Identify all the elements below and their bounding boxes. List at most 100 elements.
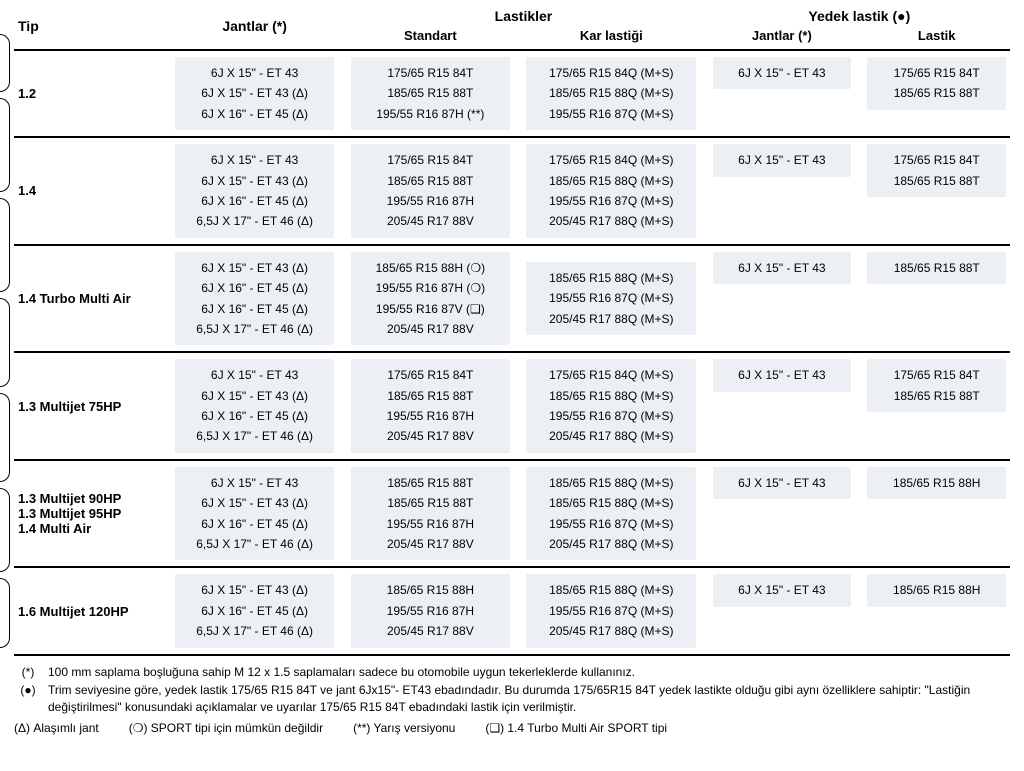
- side-tab: [0, 98, 10, 192]
- value-box: 6J X 15" - ET 43: [713, 574, 851, 606]
- value-box: 6J X 15" - ET 43: [713, 144, 851, 176]
- jant-cell: 6J X 15" - ET 43 6J X 15" - ET 43 (Δ) 6J…: [171, 460, 338, 568]
- yedek-jant-cell: 6J X 15" - ET 43: [709, 50, 855, 137]
- value-box: 185/65 R15 88H: [867, 574, 1006, 606]
- table-row: 1.46J X 15" - ET 43 6J X 15" - ET 43 (Δ)…: [14, 137, 1010, 245]
- tip-cell: 1.3 Multijet 90HP 1.3 Multijet 95HP 1.4 …: [14, 460, 171, 568]
- table-row: 1.4 Turbo Multi Air6J X 15" - ET 43 (Δ) …: [14, 245, 1010, 353]
- sym-bullet: (●): [14, 682, 42, 716]
- side-tab: [0, 298, 10, 387]
- yedek-lastik-cell: 185/65 R15 88H: [863, 567, 1010, 654]
- yedek-lastik-cell: 175/65 R15 84T 185/65 R15 88T: [863, 137, 1010, 245]
- side-tab: [0, 34, 10, 92]
- tip-cell: 1.3 Multijet 75HP: [14, 352, 171, 460]
- value-box: 175/65 R15 84T 185/65 R15 88T 195/55 R16…: [351, 57, 510, 130]
- tip-cell: 1.4 Turbo Multi Air: [14, 245, 171, 353]
- footnotes: (*) 100 mm saplama boşluğuna sahip M 12 …: [14, 664, 1010, 737]
- standart-cell: 185/65 R15 88H (❍) 195/55 R16 87H (❍) 19…: [347, 245, 514, 353]
- value-box: 6J X 15" - ET 43: [713, 467, 851, 499]
- value-box: 185/65 R15 88H: [867, 467, 1006, 499]
- value-box: 6J X 15" - ET 43: [713, 252, 851, 284]
- jant-cell: 6J X 15" - ET 43 6J X 15" - ET 43 (Δ) 6J…: [171, 50, 338, 137]
- page-container: Tip Jantlar (*) Lastikler Yedek lastik (…: [14, 8, 1010, 737]
- table-row: 1.26J X 15" - ET 43 6J X 15" - ET 43 (Δ)…: [14, 50, 1010, 137]
- jant-cell: 6J X 15" - ET 43 6J X 15" - ET 43 (Δ) 6J…: [171, 137, 338, 245]
- tip-cell: 1.2: [14, 50, 171, 137]
- value-box: 175/65 R15 84T 185/65 R15 88T 195/55 R16…: [351, 359, 510, 453]
- tip-cell: 1.4: [14, 137, 171, 245]
- value-box: 185/65 R15 88Q (M+S) 195/55 R16 87Q (M+S…: [526, 262, 696, 335]
- table-row: 1.3 Multijet 75HP6J X 15" - ET 43 6J X 1…: [14, 352, 1010, 460]
- header-jantlar: Jantlar (*): [171, 8, 338, 50]
- header-yedek: Yedek lastik (●): [709, 8, 1010, 26]
- yedek-jant-cell: 6J X 15" - ET 43: [709, 460, 855, 568]
- value-box: 175/65 R15 84Q (M+S) 185/65 R15 88Q (M+S…: [526, 359, 696, 453]
- side-tab: [0, 393, 10, 482]
- value-box: 185/65 R15 88T 185/65 R15 88T 195/55 R16…: [351, 467, 510, 561]
- value-box: 185/65 R15 88Q (M+S) 185/65 R15 88Q (M+S…: [526, 467, 696, 561]
- kar-cell: 175/65 R15 84Q (M+S) 185/65 R15 88Q (M+S…: [522, 352, 700, 460]
- jant-cell: 6J X 15" - ET 43 (Δ) 6J X 16" - ET 45 (Δ…: [171, 567, 338, 654]
- header-kar: Kar lastiği: [522, 26, 700, 50]
- value-box: 185/65 R15 88H (❍) 195/55 R16 87H (❍) 19…: [351, 252, 510, 346]
- header-yjant: Jantlar (*): [709, 26, 855, 50]
- yedek-jant-cell: 6J X 15" - ET 43: [709, 245, 855, 353]
- value-box: 6J X 15" - ET 43 (Δ) 6J X 16" - ET 45 (Δ…: [175, 574, 334, 647]
- jant-cell: 6J X 15" - ET 43 (Δ) 6J X 16" - ET 45 (Δ…: [171, 245, 338, 353]
- value-box: 185/65 R15 88Q (M+S) 195/55 R16 87Q (M+S…: [526, 574, 696, 647]
- yedek-jant-cell: 6J X 15" - ET 43: [709, 352, 855, 460]
- footnote-symbols-row: (Δ) Alaşımlı jant (❍) SPORT tipi için müm…: [14, 720, 1010, 737]
- value-box: 6J X 15" - ET 43: [713, 359, 851, 391]
- yedek-jant-cell: 6J X 15" - ET 43: [709, 137, 855, 245]
- value-box: 175/65 R15 84T 185/65 R15 88T 195/55 R16…: [351, 144, 510, 238]
- kar-cell: 175/65 R15 84Q (M+S) 185/65 R15 88Q (M+S…: [522, 50, 700, 137]
- value-box: 175/65 R15 84Q (M+S) 185/65 R15 88Q (M+S…: [526, 144, 696, 238]
- yedek-lastik-cell: 185/65 R15 88H: [863, 460, 1010, 568]
- value-box: 175/65 R15 84Q (M+S) 185/65 R15 88Q (M+S…: [526, 57, 696, 130]
- value-box: 6J X 15" - ET 43 6J X 15" - ET 43 (Δ) 6J…: [175, 144, 334, 238]
- footnote-symbol-item: (❍) SPORT tipi için mümkün değildir: [129, 720, 323, 737]
- standart-cell: 175/65 R15 84T 185/65 R15 88T 195/55 R16…: [347, 137, 514, 245]
- value-box: 6J X 15" - ET 43 6J X 15" - ET 43 (Δ) 6J…: [175, 57, 334, 130]
- kar-cell: 175/65 R15 84Q (M+S) 185/65 R15 88Q (M+S…: [522, 137, 700, 245]
- footnote-star-text: 100 mm saplama boşluğuna sahip M 12 x 1.…: [48, 664, 635, 681]
- sym-star: (*): [14, 664, 42, 681]
- yedek-lastik-cell: 185/65 R15 88T: [863, 245, 1010, 353]
- value-box: 175/65 R15 84T 185/65 R15 88T: [867, 57, 1006, 110]
- yedek-lastik-cell: 175/65 R15 84T 185/65 R15 88T: [863, 352, 1010, 460]
- jant-cell: 6J X 15" - ET 43 6J X 15" - ET 43 (Δ) 6J…: [171, 352, 338, 460]
- footnote-bullet: (●) Trim seviyesine göre, yedek lastik 1…: [14, 682, 1010, 716]
- footnote-bullet-text: Trim seviyesine göre, yedek lastik 175/6…: [48, 682, 1010, 716]
- yedek-jant-cell: 6J X 15" - ET 43: [709, 567, 855, 654]
- tip-cell: 1.6 Multijet 120HP: [14, 567, 171, 654]
- value-box: 185/65 R15 88T: [867, 252, 1006, 284]
- tire-spec-table: Tip Jantlar (*) Lastikler Yedek lastik (…: [14, 8, 1010, 656]
- header-ylast: Lastik: [863, 26, 1010, 50]
- standart-cell: 175/65 R15 84T 185/65 R15 88T 195/55 R16…: [347, 50, 514, 137]
- side-tab: [0, 488, 10, 572]
- header-tip: Tip: [14, 8, 171, 50]
- standart-cell: 185/65 R15 88H 195/55 R16 87H 205/45 R17…: [347, 567, 514, 654]
- footnote-star: (*) 100 mm saplama boşluğuna sahip M 12 …: [14, 664, 1010, 681]
- value-box: 175/65 R15 84T 185/65 R15 88T: [867, 359, 1006, 412]
- standart-cell: 185/65 R15 88T 185/65 R15 88T 195/55 R16…: [347, 460, 514, 568]
- footnote-symbol-item: (❏) 1.4 Turbo Multi Air SPORT tipi: [485, 720, 667, 737]
- value-box: 6J X 15" - ET 43: [713, 57, 851, 89]
- yedek-lastik-cell: 175/65 R15 84T 185/65 R15 88T: [863, 50, 1010, 137]
- kar-cell: 185/65 R15 88Q (M+S) 195/55 R16 87Q (M+S…: [522, 245, 700, 353]
- table-row: 1.3 Multijet 90HP 1.3 Multijet 95HP 1.4 …: [14, 460, 1010, 568]
- standart-cell: 175/65 R15 84T 185/65 R15 88T 195/55 R16…: [347, 352, 514, 460]
- header-lastikler: Lastikler: [347, 8, 701, 26]
- header-standart: Standart: [347, 26, 514, 50]
- value-box: 6J X 15" - ET 43 (Δ) 6J X 16" - ET 45 (Δ…: [175, 252, 334, 346]
- value-box: 6J X 15" - ET 43 6J X 15" - ET 43 (Δ) 6J…: [175, 359, 334, 453]
- footnote-symbol-item: (**) Yarış versiyonu: [353, 720, 455, 737]
- footnote-symbol-item: (Δ) Alaşımlı jant: [14, 720, 99, 737]
- value-box: 185/65 R15 88H 195/55 R16 87H 205/45 R17…: [351, 574, 510, 647]
- kar-cell: 185/65 R15 88Q (M+S) 195/55 R16 87Q (M+S…: [522, 567, 700, 654]
- side-tab: [0, 198, 10, 292]
- kar-cell: 185/65 R15 88Q (M+S) 185/65 R15 88Q (M+S…: [522, 460, 700, 568]
- side-tab: [0, 578, 10, 648]
- table-row: 1.6 Multijet 120HP6J X 15" - ET 43 (Δ) 6…: [14, 567, 1010, 654]
- value-box: 175/65 R15 84T 185/65 R15 88T: [867, 144, 1006, 197]
